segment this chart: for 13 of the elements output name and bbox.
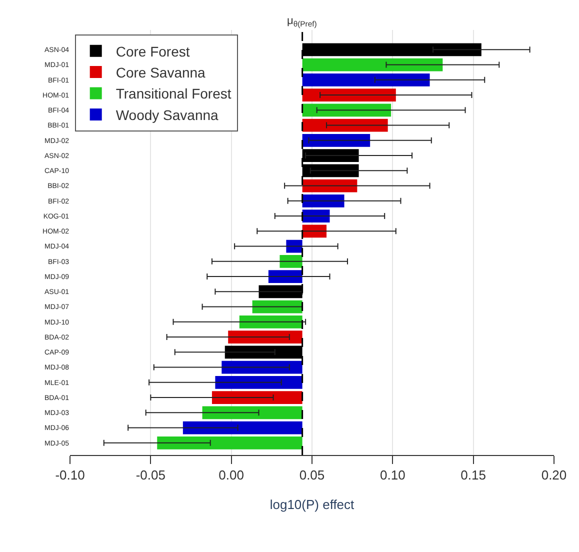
x-tick-label: 0.20	[541, 468, 567, 483]
x-tick-label: 0.05	[299, 468, 325, 483]
legend-label: Core Savanna	[116, 64, 206, 81]
x-tick-label: -0.05	[136, 468, 166, 483]
legend-label: Transitional Forest	[116, 86, 232, 102]
x-tick-label: -0.10	[55, 468, 85, 483]
x-tick-label: 0.15	[460, 468, 486, 483]
x-axis-title: log10(P) effect	[270, 497, 355, 512]
legend-label: Core Forest	[116, 43, 190, 60]
legend-label: Woody Savanna	[116, 106, 219, 123]
x-tick-label: 0.10	[380, 468, 406, 483]
ref-line-label: μ$_{θ(Pref)}$	[287, 15, 318, 28]
x-tick-label: 0.00	[218, 468, 244, 483]
